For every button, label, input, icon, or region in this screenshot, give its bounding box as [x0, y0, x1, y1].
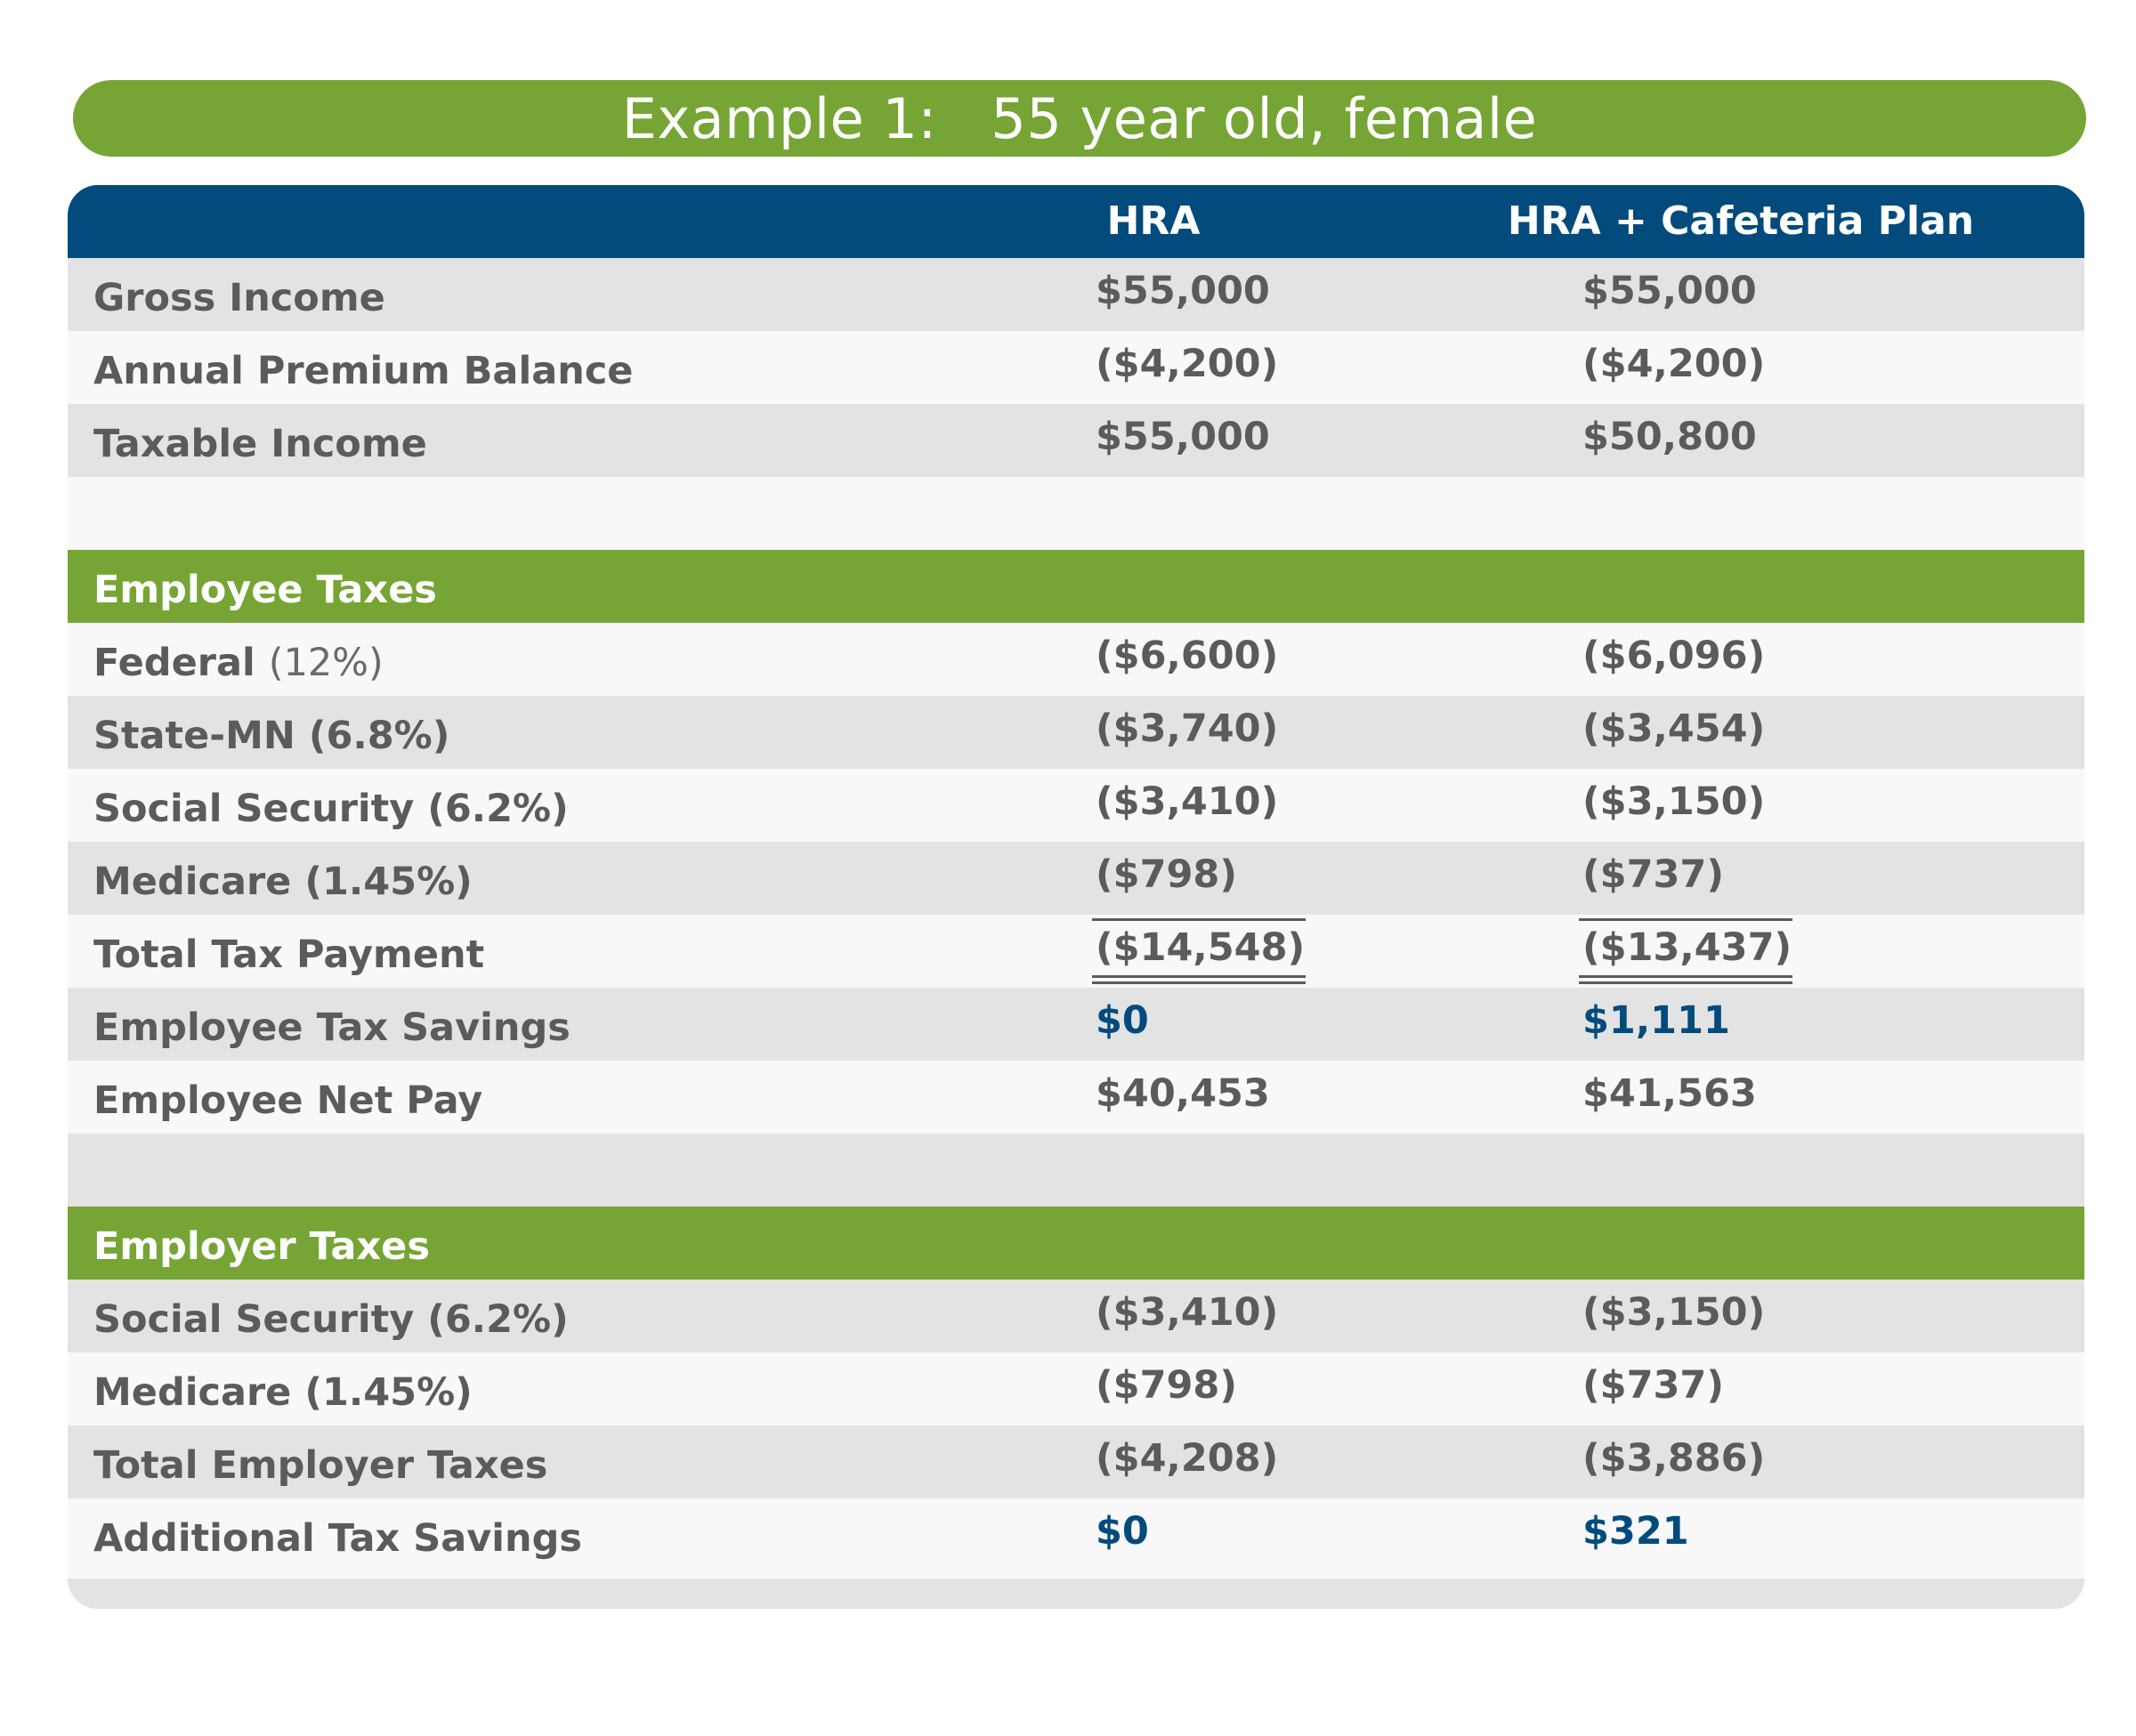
- column-header-hra: HRA: [1106, 198, 1201, 244]
- cafeteria-value: ($4,200): [1582, 342, 1766, 386]
- rate-text: (12%): [268, 641, 384, 685]
- table-row-employee-net-pay: Employee Net Pay $40,453 $41,563: [68, 1061, 2084, 1134]
- row-label: Social Security (6.2%): [93, 787, 569, 831]
- page-title: Example 1: 55 year old, female: [621, 85, 1538, 151]
- hra-value: $40,453: [1096, 1071, 1270, 1116]
- row-label: Federal (12%): [93, 623, 384, 696]
- sum-top-rule-hra: [1092, 918, 1306, 921]
- table-row-medicare: Medicare (1.45%) ($798) ($737): [68, 842, 2084, 915]
- sum-underline-hra: [1092, 975, 1306, 978]
- sum-double-underline-hra: [1092, 981, 1306, 984]
- row-label: State-MN (6.8%): [93, 714, 450, 758]
- cafeteria-value: ($3,454): [1582, 707, 1766, 751]
- table-row-additional-tax-savings: Additional Tax Savings $0 $321: [68, 1498, 2084, 1579]
- table-row-employer-social-security: Social Security (6.2%) ($3,410) ($3,150): [68, 1280, 2084, 1352]
- cafeteria-value: ($6,096): [1582, 634, 1766, 678]
- table-row-taxable-income: Taxable Income $55,000 $50,800: [68, 404, 2084, 477]
- section-header-employer-taxes: Employer Taxes: [68, 1207, 2084, 1280]
- table-row-annual-premium-balance: Annual Premium Balance ($4,200) ($4,200): [68, 331, 2084, 404]
- hra-value: ($14,548): [1096, 925, 1306, 970]
- table-header: HRA HRA + Cafeteria Plan: [68, 185, 2084, 258]
- row-label: Total Tax Payment: [93, 933, 485, 977]
- table-row-federal: Federal (12%) ($6,600) ($6,096): [68, 623, 2084, 696]
- table-row-employer-medicare: Medicare (1.45%) ($798) ($737): [68, 1352, 2084, 1425]
- row-label: Taxable Income: [93, 422, 427, 466]
- cafeteria-value: ($737): [1582, 1363, 1724, 1408]
- sum-underline-cafeteria: [1579, 975, 1792, 978]
- hra-value: $0: [1096, 998, 1149, 1043]
- section-heading: Employee Taxes: [93, 568, 437, 612]
- hra-value: $55,000: [1096, 269, 1270, 313]
- cafeteria-value: $1,111: [1582, 998, 1730, 1043]
- table-row-total-employer-taxes: Total Employer Taxes ($4,208) ($3,886): [68, 1425, 2084, 1498]
- row-label: Gross Income: [93, 276, 385, 320]
- section-heading: Employer Taxes: [93, 1224, 430, 1269]
- hra-value: $0: [1096, 1509, 1149, 1554]
- cafeteria-value: $55,000: [1582, 269, 1757, 313]
- cafeteria-value: ($737): [1582, 852, 1724, 897]
- row-label: Employee Tax Savings: [93, 1005, 570, 1050]
- hra-value: ($6,600): [1096, 634, 1279, 678]
- comparison-table: HRA HRA + Cafeteria Plan Gross Income $5…: [68, 185, 2084, 1609]
- spacer-row: [68, 1134, 2084, 1207]
- hra-value: ($3,410): [1096, 779, 1279, 824]
- title-banner: Example 1: 55 year old, female: [73, 80, 2086, 157]
- row-label: Total Employer Taxes: [93, 1443, 548, 1488]
- hra-value: ($4,200): [1096, 342, 1279, 386]
- cafeteria-value: ($3,150): [1582, 1290, 1766, 1335]
- row-label: Medicare (1.45%): [93, 860, 473, 904]
- hra-value: ($798): [1096, 852, 1237, 897]
- row-label: Additional Tax Savings: [93, 1516, 583, 1561]
- cafeteria-value: $41,563: [1582, 1071, 1757, 1116]
- row-label: Social Security (6.2%): [93, 1297, 569, 1342]
- table-row-total-tax-payment: Total Tax Payment ($14,548) ($13,437): [68, 915, 2084, 988]
- table-row-gross-income: Gross Income $55,000 $55,000: [68, 258, 2084, 331]
- spacer-row: [68, 477, 2084, 550]
- cafeteria-value: ($3,886): [1582, 1436, 1766, 1481]
- row-label: Medicare (1.45%): [93, 1370, 473, 1415]
- row-label: Employee Net Pay: [93, 1078, 483, 1123]
- hra-value: ($4,208): [1096, 1436, 1279, 1481]
- table-footer-strip: [68, 1579, 2084, 1609]
- sum-top-rule-cafeteria: [1579, 918, 1792, 921]
- table-row-employee-tax-savings: Employee Tax Savings $0 $1,111: [68, 988, 2084, 1061]
- sum-double-underline-cafeteria: [1579, 981, 1792, 984]
- column-header-hra-cafeteria: HRA + Cafeteria Plan: [1507, 198, 1975, 244]
- row-label: Annual Premium Balance: [93, 349, 634, 393]
- table-row-state-mn: State-MN (6.8%) ($3,740) ($3,454): [68, 696, 2084, 769]
- table-row-social-security: Social Security (6.2%) ($3,410) ($3,150): [68, 769, 2084, 842]
- cafeteria-value: $50,800: [1582, 415, 1757, 459]
- hra-value: ($798): [1096, 1363, 1237, 1408]
- hra-value: ($3,410): [1096, 1290, 1279, 1335]
- cafeteria-value: $321: [1582, 1509, 1689, 1554]
- hra-value: $55,000: [1096, 415, 1270, 459]
- row-label-text: Federal: [93, 641, 255, 685]
- section-header-employee-taxes: Employee Taxes: [68, 550, 2084, 623]
- cafeteria-value: ($3,150): [1582, 779, 1766, 824]
- cafeteria-value: ($13,437): [1582, 925, 1792, 970]
- hra-value: ($3,740): [1096, 707, 1279, 751]
